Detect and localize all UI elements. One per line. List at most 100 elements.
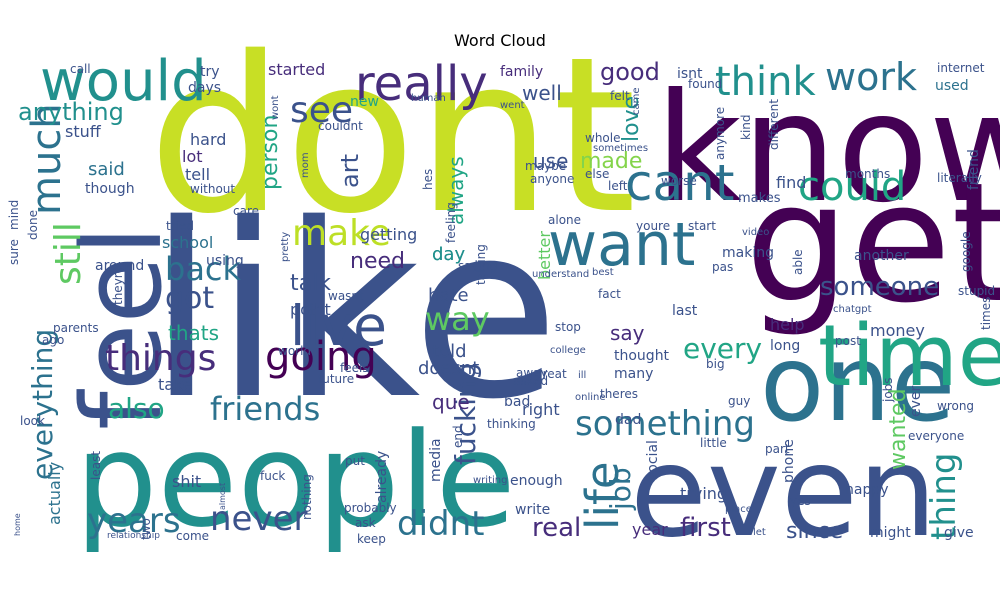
word-didnt: didnt — [397, 504, 485, 544]
word-phone: phone — [781, 439, 797, 483]
word-art: art — [336, 154, 364, 188]
word-live: live — [290, 294, 387, 358]
word-stupid: stupid — [958, 284, 995, 298]
word-stop: stop — [555, 320, 581, 334]
word-probably: probably — [344, 501, 397, 515]
word-dont: dont — [148, 10, 637, 261]
word-big: big — [706, 357, 725, 371]
word-keep: keep — [357, 532, 386, 546]
word-post: post — [835, 334, 861, 348]
word-come: come — [176, 529, 209, 543]
word-maybe: maybe — [525, 159, 566, 173]
word-never: never — [210, 499, 308, 539]
word-place: place — [725, 504, 752, 515]
word-time: time — [818, 307, 1000, 406]
word-find: find — [776, 173, 806, 192]
word-ill: ill — [578, 370, 586, 381]
word-people: people — [75, 404, 516, 556]
word-literally: literally — [937, 171, 982, 185]
word-youre: youre — [636, 219, 670, 233]
word-could: could — [798, 164, 906, 210]
word-wanted: wanted — [886, 388, 911, 470]
word-things: things — [105, 338, 216, 379]
word-still: still — [48, 222, 89, 285]
word-trying: trying — [680, 484, 727, 503]
word-tell: tell — [185, 165, 210, 184]
word-future: future — [318, 372, 354, 386]
word-ask: ask — [355, 516, 376, 530]
word-day: day — [432, 244, 465, 265]
word-say: say — [610, 321, 645, 345]
word-whole: whole — [585, 131, 620, 145]
word-better: better — [535, 231, 554, 280]
word-friend: friend — [966, 149, 982, 190]
word-happy: happy — [845, 482, 889, 498]
word-left: left — [608, 179, 628, 193]
word-yes: yes — [790, 494, 811, 508]
word-lot: lot — [182, 147, 203, 166]
word-money: money — [870, 321, 925, 340]
word-someone: someone — [820, 272, 939, 302]
word-wasnt: wasnt — [328, 289, 364, 303]
word-get: get — [745, 147, 1000, 339]
word-chatgpt: chatgpt — [833, 304, 872, 315]
word-let: let — [753, 527, 766, 538]
word-put: put — [345, 454, 365, 468]
word-asked: asked — [513, 374, 548, 388]
word-anymore: anymore — [713, 107, 727, 160]
word-around: around — [95, 258, 144, 274]
word-part: part — [765, 442, 790, 456]
word-parents: parents — [53, 321, 99, 335]
word-came: came — [631, 87, 642, 115]
word-new: new — [350, 94, 379, 110]
word-kind: kind — [739, 114, 753, 140]
word-person: person — [258, 115, 283, 190]
word-felt: felt — [610, 89, 630, 103]
word-using: using — [206, 253, 244, 269]
word-days: days — [188, 80, 221, 96]
word-shit: shit — [172, 472, 201, 491]
word-real: real — [532, 513, 581, 543]
word-think: think — [715, 59, 817, 105]
word-online: online — [575, 392, 606, 403]
word-great: great — [535, 367, 567, 381]
word-would: would — [40, 49, 207, 114]
word-hes: hes — [421, 169, 435, 190]
word-give: give — [944, 525, 974, 541]
word-good: good — [600, 58, 660, 86]
word-thought: thought — [614, 348, 670, 364]
word-away: away — [516, 366, 548, 380]
word-back: back — [165, 250, 242, 288]
word-much: much — [24, 103, 70, 215]
word-home: home — [13, 513, 22, 536]
word-thing: thing — [924, 453, 964, 540]
word-stuff: stuff — [65, 122, 102, 141]
word-though: though — [85, 181, 135, 197]
word-something: something — [575, 404, 755, 444]
word-work: work — [825, 55, 917, 99]
word-dad: dad — [615, 412, 641, 428]
word-going: going — [265, 334, 377, 380]
word-google: google — [959, 231, 973, 272]
word-right: right — [522, 400, 560, 419]
word-even: even — [630, 420, 937, 565]
word-one: one — [760, 323, 955, 445]
word-thats: thats — [168, 321, 219, 345]
word-went: went — [500, 100, 525, 111]
word-talking: talking — [474, 244, 488, 285]
word-family: family — [500, 64, 543, 80]
word-make: make — [292, 213, 391, 254]
word-well: well — [522, 81, 562, 105]
word-enough: enough — [510, 473, 563, 489]
word-times: times — [979, 297, 993, 330]
word-found: found — [688, 77, 722, 91]
word-isnt: isnt — [677, 66, 703, 82]
word-end: end — [451, 425, 465, 448]
word-different: different — [767, 99, 781, 150]
word-life: life — [576, 461, 629, 530]
word-use: use — [533, 149, 568, 173]
word-write: write — [515, 502, 550, 518]
word-need: need — [350, 249, 405, 274]
word-anyone: anyone — [530, 172, 574, 186]
word-years: years — [87, 501, 181, 541]
